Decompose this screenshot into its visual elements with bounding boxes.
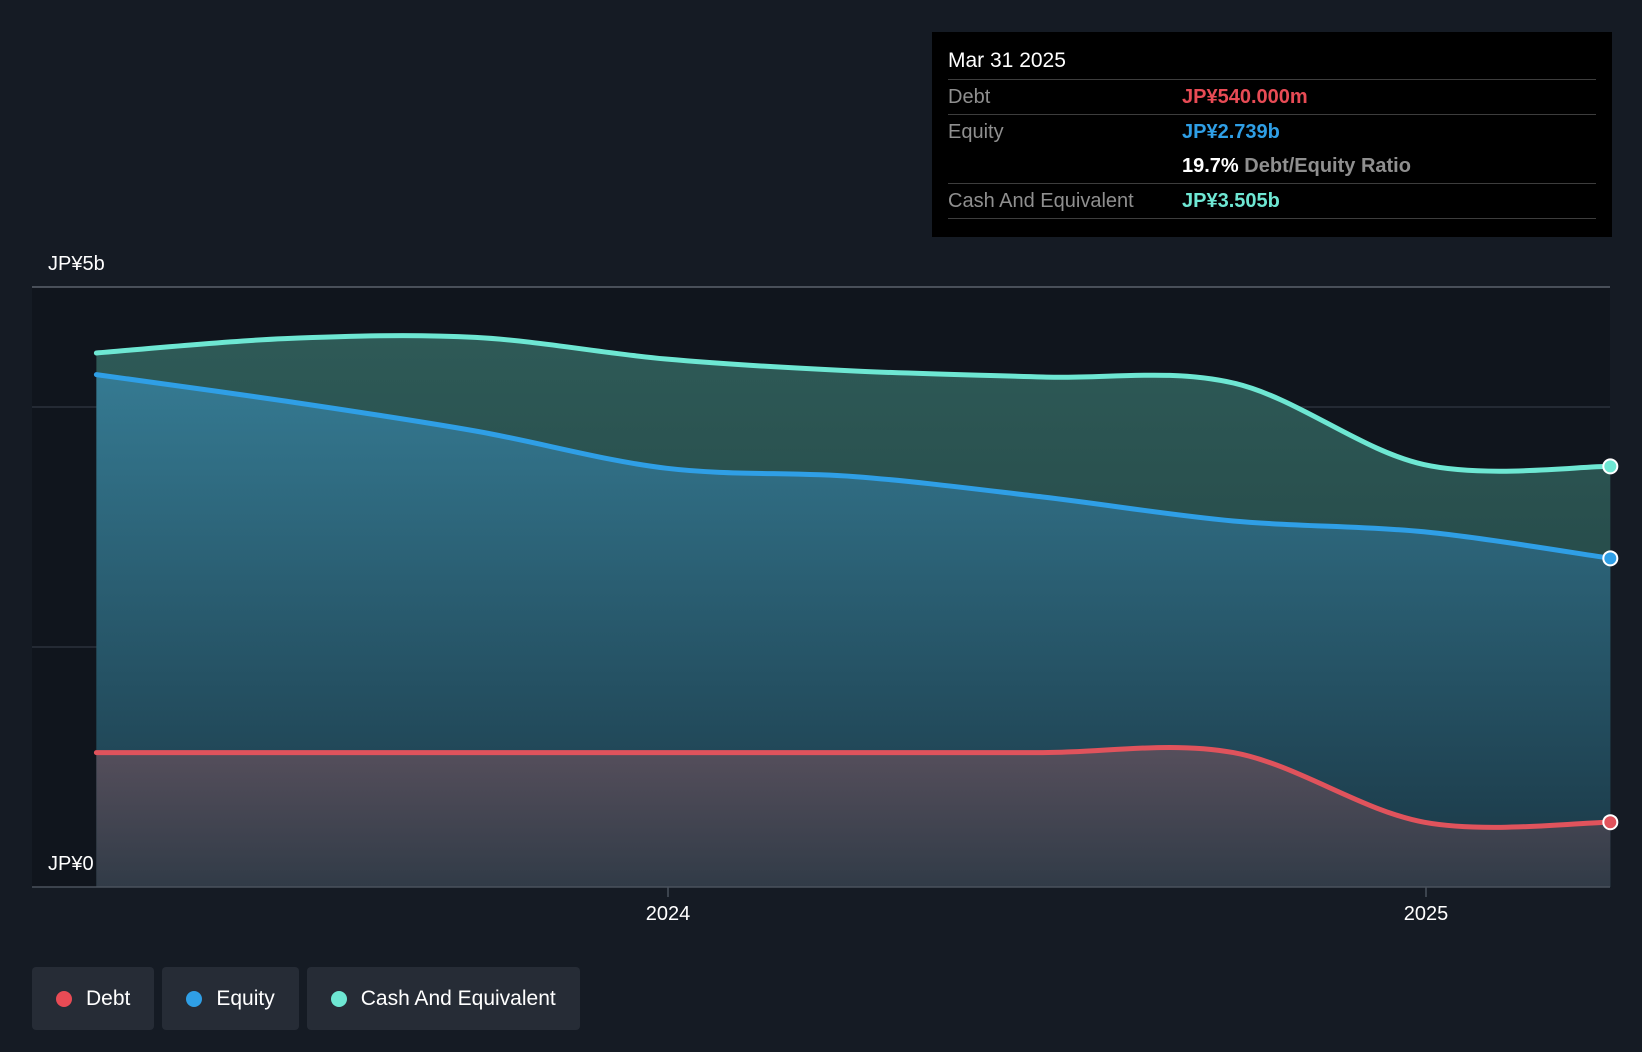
tooltip-date: Mar 31 2025	[948, 46, 1596, 80]
tooltip-ratio-label: Debt/Equity Ratio	[1244, 155, 1411, 177]
x-tick-2024: 2024	[646, 903, 691, 925]
tooltip-debt-value: JP¥540.000m	[1182, 86, 1308, 108]
series-areas	[96, 335, 1611, 888]
tooltip-equity-row: Equity JP¥2.739b	[948, 115, 1596, 149]
legend-dot-cash-icon	[330, 990, 347, 1007]
cash-line	[93, 333, 1613, 474]
legend-dot-equity-icon	[186, 990, 203, 1007]
equity-endpoint-marker[interactable]	[1602, 550, 1619, 567]
equity-line	[93, 372, 1613, 561]
tooltip-ratio: 19.7% Debt/Equity Ratio	[1182, 149, 1411, 183]
tooltip-cash-row: Cash And Equivalent JP¥3.505b	[948, 184, 1596, 219]
tooltip-panel: Mar 31 2025 Debt JP¥540.000m Equity JP¥2…	[932, 32, 1612, 237]
cash-endpoint-marker[interactable]	[1602, 458, 1619, 475]
x-tick-2025: 2025	[1404, 903, 1449, 925]
tooltip-debt-row: Debt JP¥540.000m	[948, 80, 1596, 115]
y-tick-zero: JP¥0	[48, 853, 94, 875]
legend: Debt Equity Cash And Equivalent	[32, 967, 580, 1030]
debt-area	[96, 747, 1611, 887]
tooltip-equity-label: Equity	[948, 121, 1004, 143]
legend-label-equity: Equity	[216, 986, 275, 1010]
series-endpoints	[1602, 458, 1619, 831]
legend-item-cash[interactable]: Cash And Equivalent	[306, 967, 580, 1030]
tooltip-ratio-value: 19.7%	[1182, 155, 1239, 177]
tooltip-cash-value: JP¥3.505b	[1182, 190, 1280, 212]
tooltip-ratio-row: 19.7% Debt/Equity Ratio	[948, 149, 1596, 184]
debt-endpoint-marker[interactable]	[1602, 814, 1619, 831]
debt-line	[93, 744, 1613, 830]
tooltip-equity-value: JP¥2.739b	[1182, 121, 1280, 143]
legend-item-debt[interactable]: Debt	[32, 967, 155, 1030]
y-tick-max: JP¥5b	[48, 253, 105, 275]
series-lines	[93, 333, 1613, 830]
legend-item-equity[interactable]: Equity	[162, 967, 299, 1030]
legend-label-debt: Debt	[86, 986, 131, 1010]
tooltip-debt-label: Debt	[948, 86, 991, 108]
tooltip-cash-label: Cash And Equivalent	[948, 190, 1134, 212]
legend-dot-debt-icon	[56, 990, 72, 1007]
legend-label-cash: Cash And Equivalent	[360, 986, 556, 1010]
